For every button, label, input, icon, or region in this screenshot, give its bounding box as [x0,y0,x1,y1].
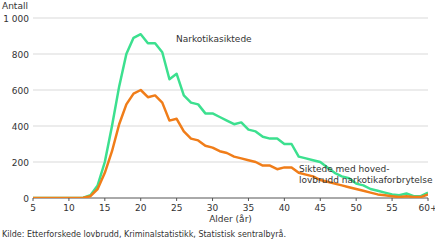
x-tick-label: 5 [30,203,36,213]
y-tick-label: 200 [12,158,29,168]
x-tick-label: 30 [207,203,219,213]
x-tick [33,198,34,201]
grid-line [33,18,428,19]
grid-line [33,90,428,91]
x-tick [284,198,285,201]
x-tick-label: 25 [171,203,182,213]
x-tick-label: 35 [243,203,254,213]
y-tick-label: 400 [12,122,29,132]
source: Kilde: Etterforskede lovbrudd, Kriminals… [2,229,286,239]
x-tick-label: 60+ [419,203,435,213]
grid-line [33,126,428,127]
series-label-line: lovbrudd narkotikaforbrytelse [299,175,433,185]
series-label: Siktede med hoved-lovbrudd narkotikaforb… [299,164,433,185]
series-line [33,34,428,198]
x-tick [104,198,105,201]
grid-line [33,54,428,55]
x-tick [320,198,321,201]
x-tick-label: 50 [350,203,362,213]
y-tick-label: 0 [23,194,29,204]
x-tick [212,198,213,201]
series-label: Narkotikasiktede [176,34,252,44]
x-tick-label: 20 [135,203,147,213]
x-tick [392,198,393,201]
x-tick-label: 55 [386,203,397,213]
series-label-line: Siktede med hoved- [299,164,390,174]
x-tick-label: 15 [99,203,110,213]
y-tick-label: 800 [12,50,29,60]
y-tick-label: 600 [12,86,29,96]
x-axis [33,198,428,199]
y-tick-label: 1 000 [3,14,29,24]
x-tick [356,198,357,201]
x-tick-label: 40 [279,203,291,213]
series-group [33,34,428,198]
x-tick [428,198,429,201]
x-axis-label: Alder (år) [209,214,252,224]
x-tick [248,198,249,201]
grid-line [33,162,428,163]
x-tick-label: 45 [315,203,326,213]
x-tick [68,198,69,201]
x-tick [176,198,177,201]
chart: 0 200 400 600 800 1 000 5 10 15 20 25 30 35 40 45 50 55 6… [0,0,435,240]
x-tick-label: 10 [63,203,75,213]
y-axis-label: Antall [2,1,28,11]
series-label-line: Narkotikasiktede [176,34,252,44]
x-tick [140,198,141,201]
